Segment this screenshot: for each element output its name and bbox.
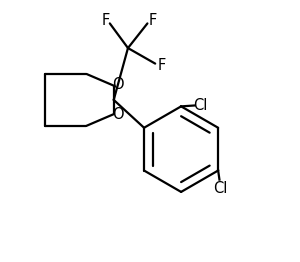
Text: O: O [112,107,123,122]
Text: F: F [158,58,166,73]
Text: F: F [148,13,157,28]
Text: Cl: Cl [194,97,208,113]
Text: O: O [112,77,123,92]
Text: Cl: Cl [214,181,228,196]
Text: F: F [102,13,110,28]
